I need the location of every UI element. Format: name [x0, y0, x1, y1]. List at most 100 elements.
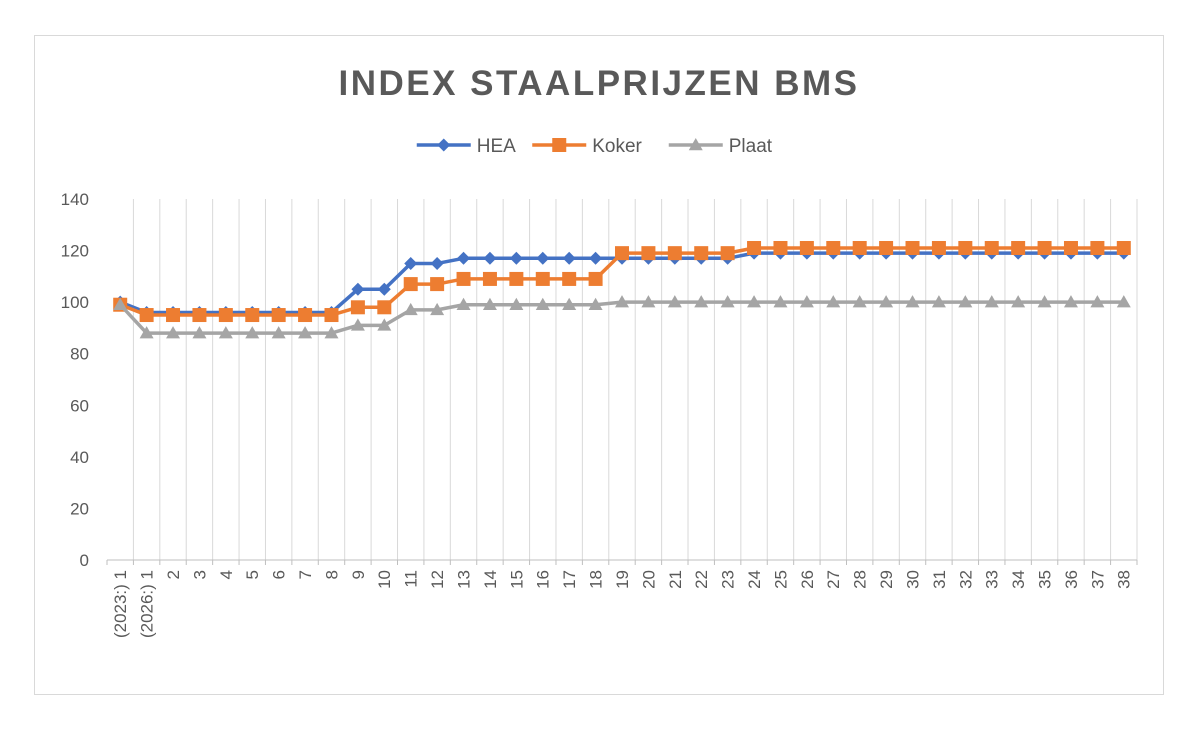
x-tick-label: 32 — [956, 570, 975, 589]
x-tick-label: 23 — [719, 570, 738, 589]
x-tick-label: 24 — [745, 570, 764, 589]
data-point-koker — [588, 271, 603, 286]
y-tick-label: 80 — [70, 345, 89, 364]
data-point-koker — [350, 300, 365, 315]
data-point-plaat — [799, 295, 814, 308]
x-tick-label: 15 — [507, 570, 526, 589]
data-point-hea — [562, 251, 576, 265]
y-tick-label: 0 — [80, 551, 89, 570]
data-point-koker — [245, 308, 260, 323]
data-point-koker — [958, 240, 973, 255]
data-point-koker — [271, 308, 286, 323]
data-point-plaat — [1063, 295, 1078, 308]
data-point-plaat — [852, 295, 867, 308]
legend-marker — [552, 138, 567, 152]
data-point-plaat — [166, 326, 181, 339]
y-tick-label: 120 — [61, 242, 89, 261]
x-tick-label: 34 — [1009, 570, 1028, 589]
data-point-plaat — [482, 297, 497, 310]
data-point-plaat — [641, 295, 656, 308]
data-point-hea — [589, 251, 603, 265]
x-tick-label: 21 — [666, 570, 685, 589]
data-point-plaat — [403, 302, 418, 316]
data-point-koker — [377, 300, 392, 315]
legend-item-plaat: Plaat — [668, 136, 773, 157]
data-point-plaat — [958, 295, 973, 308]
legend-marker — [437, 138, 451, 152]
data-point-plaat — [430, 302, 445, 316]
data-point-plaat — [113, 297, 128, 310]
y-tick-label: 100 — [61, 293, 89, 312]
data-point-plaat — [615, 295, 629, 308]
data-point-plaat — [377, 318, 392, 331]
data-point-plaat — [456, 297, 471, 310]
x-tick-label: 22 — [692, 570, 711, 589]
x-tick-label: 35 — [1036, 570, 1055, 589]
x-tick-label: (2026:) 1 — [138, 570, 157, 638]
x-tick-label: 28 — [851, 570, 870, 589]
data-point-hea — [430, 256, 444, 270]
y-tick-label: 140 — [61, 190, 89, 209]
data-point-koker — [192, 308, 207, 323]
x-tick-label: 5 — [243, 570, 262, 579]
data-point-koker — [482, 271, 497, 286]
y-tick-label: 40 — [70, 448, 89, 467]
x-tick-label: 4 — [217, 570, 236, 579]
series-layer — [113, 240, 1131, 339]
legend-label: Plaat — [729, 136, 773, 157]
data-point-hea — [536, 251, 550, 265]
data-point-koker — [747, 240, 762, 255]
data-point-koker — [562, 271, 577, 286]
data-point-plaat — [324, 326, 339, 339]
data-point-koker — [430, 277, 445, 292]
x-tick-label: 7 — [296, 570, 315, 579]
data-point-hea — [404, 256, 418, 270]
data-point-plaat — [984, 295, 999, 308]
data-point-koker — [403, 277, 418, 292]
data-point-koker — [1011, 240, 1026, 255]
data-point-hea — [509, 251, 523, 265]
data-point-koker — [509, 271, 524, 286]
data-point-plaat — [509, 297, 524, 310]
x-tick-label: 2 — [164, 570, 183, 579]
x-tick-label: 18 — [587, 570, 606, 589]
x-tick-label: 11 — [402, 570, 421, 588]
x-tick-label: 9 — [349, 570, 368, 579]
x-tick-label: 20 — [639, 570, 658, 589]
x-tick-label: 30 — [903, 570, 922, 589]
data-point-plaat — [535, 297, 550, 310]
data-point-plaat — [720, 295, 735, 308]
data-point-plaat — [218, 326, 233, 339]
data-point-plaat — [350, 318, 365, 331]
data-point-koker — [615, 246, 629, 261]
data-point-hea — [377, 282, 391, 296]
data-point-koker — [773, 240, 788, 255]
data-point-plaat — [1011, 295, 1026, 308]
data-point-koker — [720, 246, 735, 261]
data-point-koker — [1063, 240, 1078, 255]
x-tick-label: 8 — [322, 570, 341, 579]
data-point-plaat — [1037, 295, 1052, 308]
line-chart: INDEX STAALPRIJZEN BMS HEA Koker Plaat 0 20… — [61, 64, 1138, 638]
x-tick-label: 3 — [190, 570, 209, 579]
x-tick-label: 14 — [481, 570, 500, 589]
data-point-plaat — [773, 295, 788, 308]
x-tick-label: 36 — [1062, 570, 1081, 589]
data-point-koker — [298, 308, 313, 323]
data-point-koker — [1037, 240, 1052, 255]
data-point-plaat — [905, 295, 920, 308]
x-tick-label: 37 — [1088, 570, 1107, 589]
series-plaat — [113, 295, 1131, 339]
x-tick-label: 16 — [534, 570, 553, 589]
data-point-plaat — [667, 295, 682, 308]
x-tick-label: 10 — [375, 570, 394, 589]
legend-item-hea: HEA — [416, 136, 516, 157]
x-tick-label: 31 — [930, 570, 949, 589]
data-point-koker — [535, 271, 550, 286]
data-point-plaat — [271, 326, 286, 339]
x-tick-label: 12 — [428, 570, 447, 589]
data-point-hea — [351, 282, 365, 296]
x-tick-label: 29 — [877, 570, 896, 589]
x-tick-label: 25 — [771, 570, 790, 589]
